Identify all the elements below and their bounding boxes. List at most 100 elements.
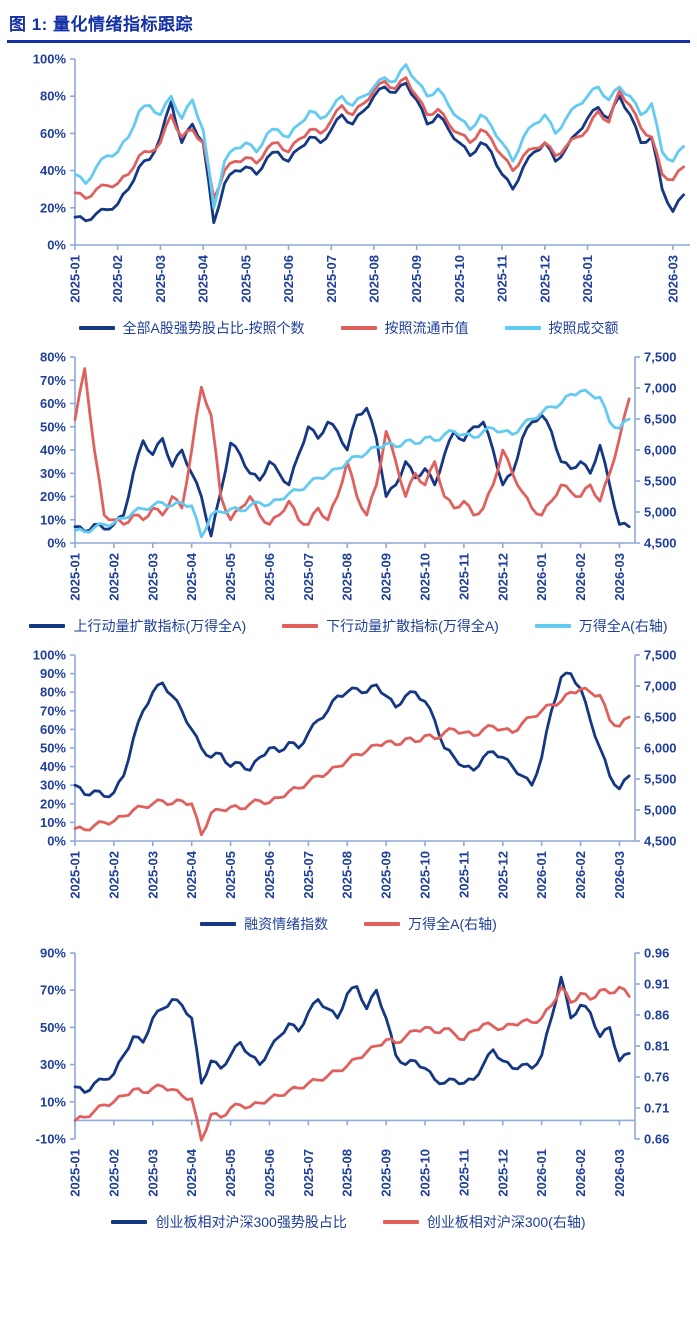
- x-axis-tick-label: 2025-10: [418, 1149, 433, 1197]
- left-axis-tick-label: 30%: [40, 466, 66, 481]
- x-axis-tick-label: 2025-06: [281, 255, 296, 303]
- x-axis-tick-label: 2025-01: [68, 553, 83, 601]
- legend-label: 按照流通市值: [384, 320, 469, 336]
- x-axis-tick-label: 2025-07: [301, 553, 316, 601]
- x-axis-tick-label: 2025-10: [452, 255, 467, 303]
- left-axis-tick-label: 20%: [40, 796, 66, 811]
- right-axis-tick-label: 0.66: [644, 1132, 669, 1147]
- left-axis-tick-label: 50%: [40, 1020, 66, 1035]
- left-axis-tick-label: 70%: [40, 703, 66, 718]
- right-axis-tick-label: 7,000: [644, 381, 677, 396]
- x-axis-tick-label: 2025-09: [379, 1149, 394, 1197]
- left-axis-tick-label: 80%: [40, 89, 66, 104]
- x-axis-tick-label: 2026-01: [534, 553, 549, 601]
- left-axis-tick-label: 100%: [33, 648, 67, 663]
- right-axis-tick-label: 0.86: [644, 1008, 669, 1023]
- x-axis-tick-label: 2025-09: [379, 553, 394, 601]
- chart-svg-2: 0% 10% 20% 30% 40% 50% 60% 70% 80% 4,500 5,000 5,50…: [40, 350, 677, 601]
- legend-label: 全部A股强势股占比-按照个数: [122, 320, 305, 336]
- right-axis-tick-label: 5,500: [644, 474, 677, 489]
- left-axis-tick-label: 10%: [40, 1094, 66, 1109]
- x-axis-tick-label: 2025-08: [340, 851, 355, 899]
- x-axis-tick-label: 2025-04: [196, 254, 211, 302]
- legend-item: 创业板相对沪深300强势股占比: [111, 1212, 347, 1232]
- right-axis-tick-label: 4,500: [644, 834, 677, 849]
- x-axis-tick-label: 2025-08: [340, 1149, 355, 1197]
- figure-title: 图 1: 量化情绪指标跟踪: [9, 15, 194, 34]
- x-axis-tick-label: 2026-03: [612, 1149, 627, 1197]
- legend-label: 万得全A(右轴): [408, 916, 497, 932]
- x-axis-tick-label: 2025-03: [145, 1149, 160, 1197]
- legend-item: 按照成交额: [504, 318, 619, 338]
- chart-3-legend: 融资情绪指数 万得全A(右轴): [0, 911, 697, 937]
- legend-item: 按照流通市值: [340, 318, 469, 338]
- chart-financing-sentiment: 0% 10% 20% 30% 40% 50% 60% 70% 80% 90% 100% 4,500 5,…: [0, 647, 697, 937]
- x-axis-tick-label: 2025-09: [379, 851, 394, 899]
- x-axis-tick-label: 2025-03: [145, 553, 160, 601]
- chart-2-canvas: 0% 10% 20% 30% 40% 50% 60% 70% 80% 4,500 5,000 5,50…: [0, 349, 697, 613]
- x-axis-tick-label: 2026-02: [573, 1149, 588, 1197]
- x-axis-tick-label: 2025-07: [301, 851, 316, 899]
- right-axis-tick-label: 0.91: [644, 977, 669, 992]
- x-axis-tick-label: 2026-03: [612, 851, 627, 899]
- x-axis-tick-label: 2025-08: [366, 255, 381, 303]
- left-axis-tick-label: 70%: [40, 373, 66, 388]
- x-axis-tick-label: 2026-02: [573, 851, 588, 899]
- x-axis-tick-label: 2025-12: [495, 1149, 510, 1197]
- right-axis-tick-label: 6,000: [644, 741, 677, 756]
- chart-1-canvas: 0% 20% 40% 60% 80% 100% 2025-01 2025-02 2025-03 2…: [0, 51, 697, 315]
- legend-swatch: [382, 1220, 419, 1224]
- left-axis-tick-label: 50%: [40, 741, 66, 756]
- x-axis-tick-label: 2025-07: [301, 1149, 316, 1197]
- x-axis-tick-label: 2025-01: [68, 255, 83, 303]
- right-axis-tick-label: 7,500: [644, 350, 677, 365]
- x-axis-tick-label: 2025-02: [106, 851, 121, 899]
- right-axis-tick-label: 5,000: [644, 803, 677, 818]
- legend-label: 融资情绪指数: [244, 916, 329, 932]
- legend-label: 创业板相对沪深300强势股占比: [155, 1214, 347, 1230]
- series-line: [73, 985, 631, 1142]
- legend-swatch: [282, 624, 319, 628]
- x-axis-tick-label: 2026-01: [534, 1149, 549, 1197]
- chart-svg-4: -10% 10% 30% 50% 70% 90% 0.66 0.71 0.76 0.81 0.86 0…: [36, 946, 670, 1197]
- x-axis-tick-label: 2025-12: [495, 553, 510, 601]
- x-axis-tick-label: 2025-05: [223, 553, 238, 601]
- legend-swatch: [364, 922, 401, 926]
- x-axis-tick-label: 2026-02: [573, 553, 588, 601]
- legend-item: 全部A股强势股占比-按照个数: [78, 318, 305, 338]
- left-axis-tick-label: 60%: [40, 722, 66, 737]
- right-axis-tick-label: 5,500: [644, 772, 677, 787]
- series-line: [73, 76, 685, 200]
- x-axis-tick-label: 2025-04: [184, 552, 199, 600]
- left-axis-tick-label: 100%: [33, 52, 67, 67]
- left-axis-tick-label: 90%: [40, 666, 66, 681]
- x-axis-tick-label: 2025-05: [223, 851, 238, 899]
- series-line: [73, 975, 631, 1094]
- x-axis-tick-label: 2025-03: [153, 255, 168, 303]
- chart-2-legend: 上行动量扩散指标(万得全A) 下行动量扩散指标(万得全A) 万得全A(右轴): [0, 613, 697, 639]
- left-axis-tick-label: 30%: [40, 778, 66, 793]
- x-axis-tick-label: 2025-08: [340, 553, 355, 601]
- chart-4-legend: 创业板相对沪深300强势股占比 创业板相对沪深300(右轴): [0, 1209, 697, 1235]
- x-axis-tick-label: 2025-11: [456, 851, 471, 898]
- left-axis-tick-label: 0%: [47, 834, 66, 849]
- left-axis-tick-label: 10%: [40, 512, 66, 527]
- right-axis-tick-label: 0.71: [644, 1101, 669, 1116]
- series-line: [73, 671, 631, 799]
- legend-swatch: [534, 624, 571, 628]
- x-axis-tick-label: 2025-06: [262, 553, 277, 601]
- left-axis-tick-label: -10%: [36, 1132, 67, 1147]
- x-axis-tick-label: 2026-01: [534, 851, 549, 899]
- legend-label: 创业板相对沪深300(右轴): [426, 1214, 586, 1230]
- right-axis-tick-label: 7,500: [644, 648, 677, 663]
- x-axis-tick-label: 2025-04: [184, 850, 199, 898]
- legend-label: 上行动量扩散指标(万得全A): [73, 618, 247, 634]
- series-line: [73, 63, 685, 210]
- x-axis-tick-label: 2025-10: [418, 553, 433, 601]
- legend-item: 融资情绪指数: [200, 914, 328, 934]
- x-axis-tick-label: 2025-02: [110, 255, 125, 303]
- right-axis-tick-label: 6,000: [644, 443, 677, 458]
- left-axis-tick-label: 60%: [40, 396, 66, 411]
- right-axis-tick-label: 5,000: [644, 505, 677, 520]
- left-axis-tick-label: 20%: [40, 489, 66, 504]
